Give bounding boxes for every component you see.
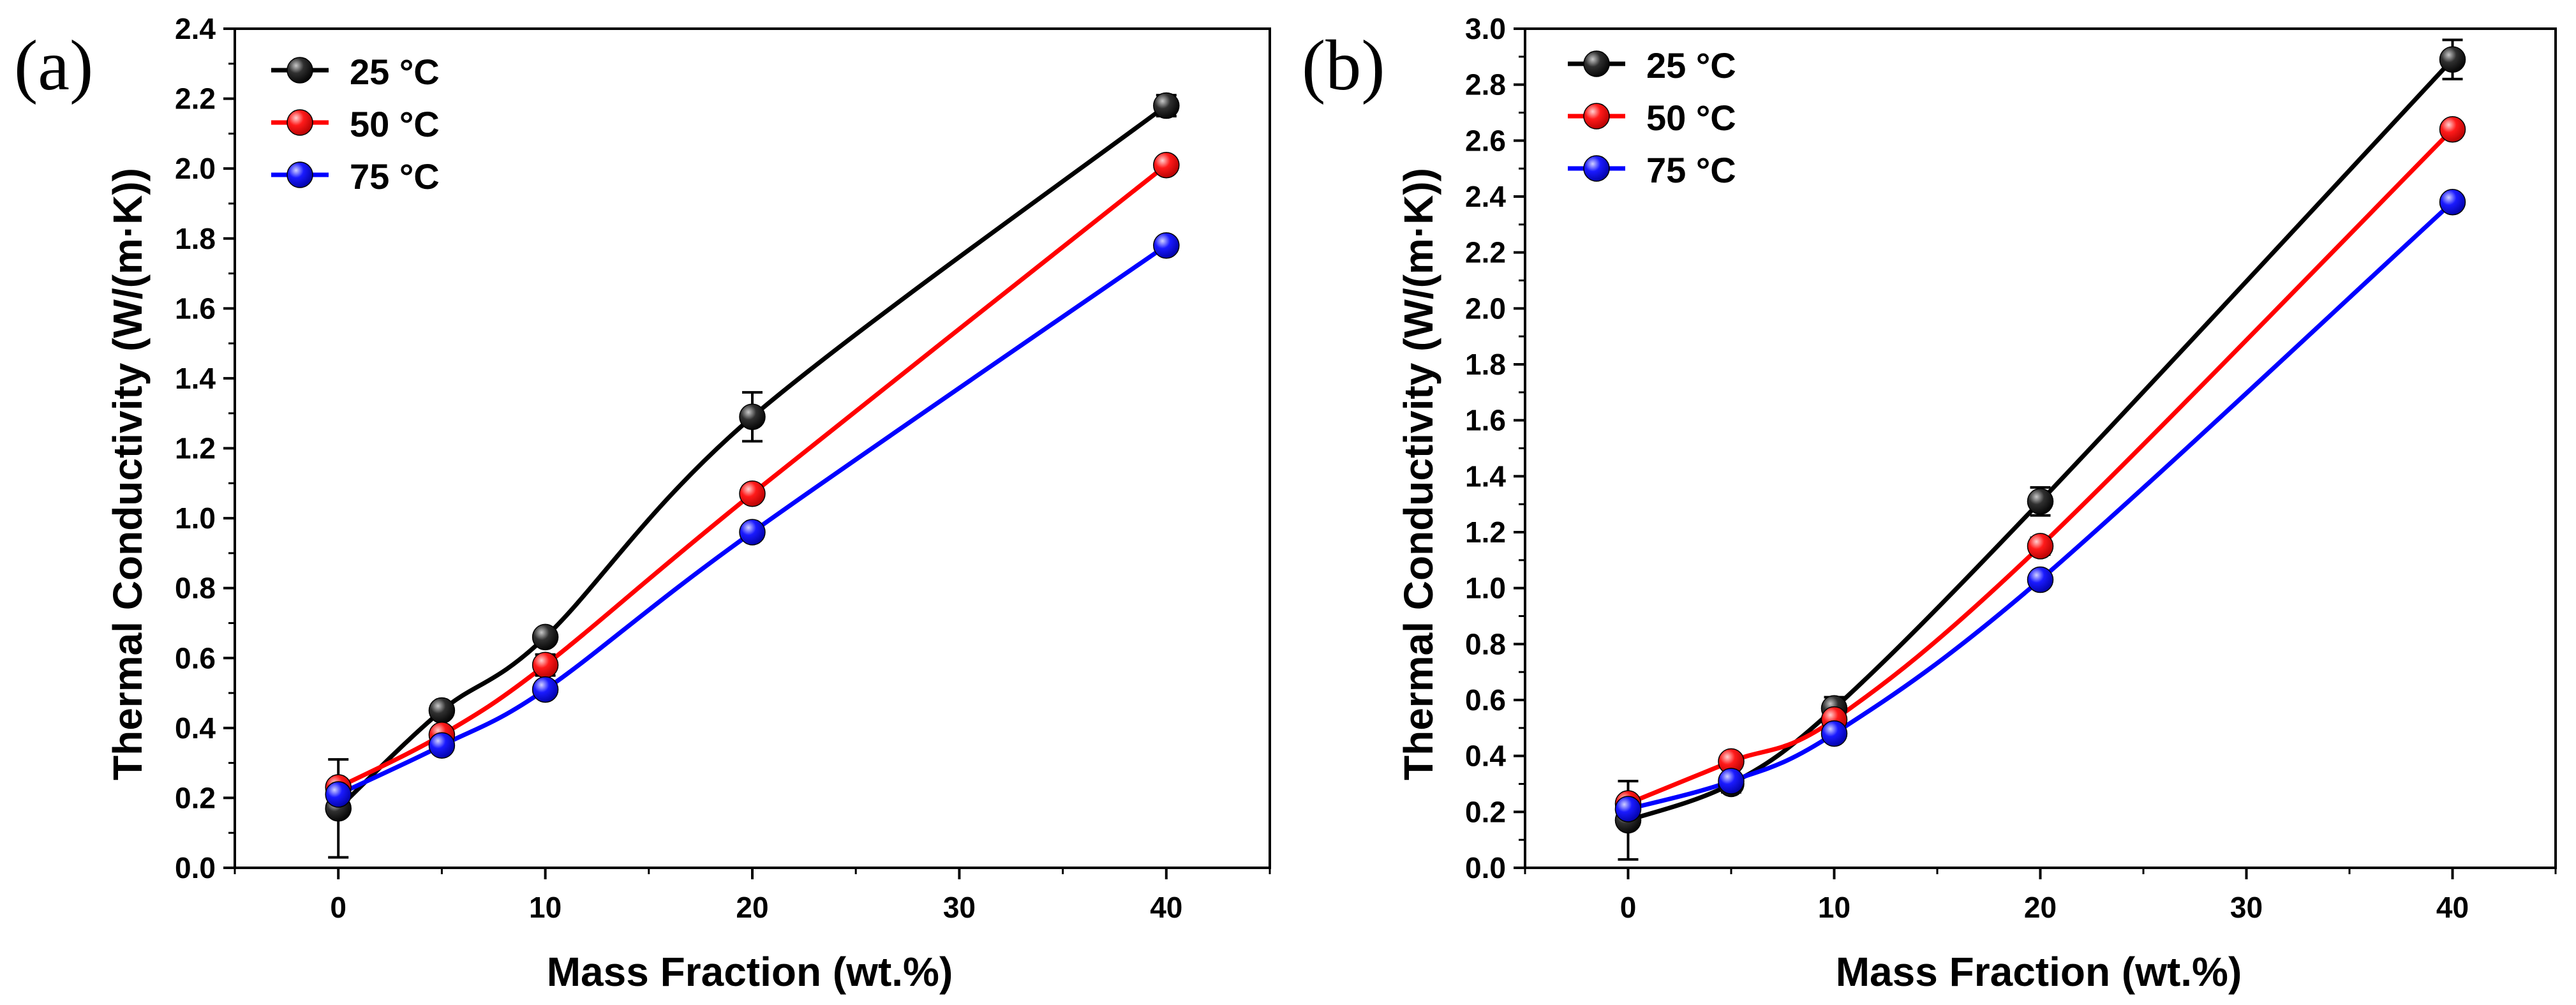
- legend-label-50c: 50 °C: [1646, 98, 1736, 138]
- y-tick-label: 1.8: [175, 222, 216, 255]
- plot-marks-a: [325, 92, 1180, 859]
- legend-marker: [1583, 103, 1610, 130]
- y-tick-label: 0.6: [1465, 683, 1506, 717]
- data-point: [532, 623, 559, 651]
- legend-b: 25 °C 50 °C 75 °C: [1568, 45, 1736, 190]
- data-point: [1718, 768, 1745, 794]
- y-tick-label: 2.0: [175, 152, 216, 185]
- x-tick-label: 10: [529, 891, 562, 924]
- y-tick-label: 1.6: [1465, 404, 1506, 437]
- panel-label-b: (b): [1302, 26, 1385, 105]
- y-tick-label: 0.4: [1465, 740, 1506, 773]
- data-point: [739, 480, 766, 507]
- x-tick-labels-b: 0 10 20 30 40: [1524, 868, 2557, 924]
- data-point: [532, 651, 559, 678]
- data-point: [2027, 488, 2054, 515]
- x-tick-label: 0: [1620, 891, 1637, 924]
- y-tick-label: 2.2: [1465, 236, 1506, 269]
- legend-label-50c: 50 °C: [350, 104, 440, 144]
- series-line: [1627, 57, 2455, 823]
- legend-label-75c: 75 °C: [1646, 150, 1736, 190]
- x-tick-label: 30: [943, 891, 976, 924]
- legend-label-75c: 75 °C: [350, 156, 440, 197]
- y-tick-label: 0.8: [1465, 627, 1506, 660]
- legend-label-25c: 25 °C: [350, 52, 440, 92]
- data-point: [1153, 151, 1180, 179]
- y-tick-label: 0.4: [175, 711, 216, 745]
- x-axis-title-a: Mass Fraction (wt.%): [547, 949, 953, 995]
- y-tick-label: 2.0: [1465, 292, 1506, 325]
- data-point: [1614, 796, 1642, 823]
- y-tick-label: 2.6: [1465, 124, 1506, 157]
- series-line: [1627, 128, 2454, 806]
- data-point: [2027, 533, 2054, 560]
- x-tick-label: 0: [330, 891, 346, 924]
- x-tick-labels-a: 0 10 20 30 40: [234, 868, 1271, 924]
- x-tick-label: 40: [2436, 891, 2469, 924]
- y-axis-title-b: Thermal Conductivity (W/(m·K)): [1396, 168, 1441, 780]
- x-tick-label: 40: [1150, 891, 1182, 924]
- y-tick-labels-b: 0.0 0.2 0.4 0.6 0.8 1.0 1.2 1.4 1.6 1.8 2.0 2.2 2.4 2…: [1465, 12, 1525, 884]
- data-point: [532, 676, 559, 703]
- y-tick-labels-a: 0.0 0.2 0.4 0.6 0.8 1.0 1.2 1.4 1.6 1.8 2.0 2.2 2.4: [175, 12, 235, 884]
- data-point: [2439, 46, 2466, 73]
- chart-panel-a: (a) Mass Fraction (wt.%) Thermal Conduct…: [14, 12, 1271, 995]
- data-point: [1153, 92, 1180, 119]
- y-tick-label: 0.8: [175, 572, 216, 605]
- legend-a: 25 °C 50 °C 75 °C: [271, 52, 440, 197]
- y-tick-label: 0.6: [175, 641, 216, 674]
- y-tick-label: 2.8: [1465, 68, 1506, 101]
- y-tick-label: 3.0: [1465, 12, 1506, 45]
- legend-marker: [287, 109, 313, 136]
- data-point: [1153, 232, 1180, 259]
- series-line: [336, 103, 1168, 810]
- legend-marker: [287, 57, 313, 84]
- x-tick-label: 30: [2230, 891, 2263, 924]
- legend-label-25c: 25 °C: [1646, 45, 1736, 86]
- data-point: [739, 519, 766, 546]
- data-point: [428, 732, 456, 759]
- legend-marker: [1583, 155, 1610, 182]
- y-tick-label: 1.0: [1465, 572, 1506, 605]
- data-point: [1820, 720, 1848, 747]
- plot-frame: [234, 27, 1271, 869]
- data-point: [428, 697, 456, 724]
- y-tick-label: 0.0: [175, 851, 216, 884]
- chart-panel-b: (b) Mass Fraction (wt.%) Thermal Conduct…: [1302, 12, 2557, 995]
- y-tick-label: 1.2: [175, 432, 216, 465]
- y-tick-label: 1.4: [1465, 459, 1506, 493]
- y-tick-label: 2.4: [1465, 180, 1506, 213]
- x-tick-label: 10: [1818, 891, 1850, 924]
- data-point: [325, 781, 352, 808]
- data-point: [2439, 116, 2466, 143]
- legend-marker: [287, 161, 313, 188]
- y-axis-title-a: Thermal Conductivity (W/(m·K)): [105, 168, 151, 780]
- data-point: [739, 403, 766, 430]
- data-point: [2439, 189, 2466, 216]
- y-tick-label: 1.0: [175, 502, 216, 535]
- panel-label-a: (a): [14, 26, 93, 105]
- data-point: [2027, 566, 2054, 593]
- y-tick-label: 1.2: [1465, 516, 1506, 549]
- y-tick-label: 0.2: [1465, 795, 1506, 828]
- y-tick-label: 2.2: [175, 82, 216, 115]
- y-tick-label: 1.6: [175, 292, 216, 325]
- y-tick-label: 1.4: [175, 362, 216, 395]
- y-tick-label: 0.0: [1465, 851, 1506, 884]
- y-tick-label: 0.2: [175, 781, 216, 814]
- y-tick-label: 1.8: [1465, 348, 1506, 381]
- x-tick-label: 20: [2024, 891, 2057, 924]
- x-tick-label: 20: [736, 891, 768, 924]
- legend-marker: [1583, 50, 1610, 77]
- y-tick-label: 2.4: [175, 12, 216, 45]
- x-axis-title-b: Mass Fraction (wt.%): [1836, 949, 2242, 995]
- plot-marks-b: [1614, 38, 2466, 861]
